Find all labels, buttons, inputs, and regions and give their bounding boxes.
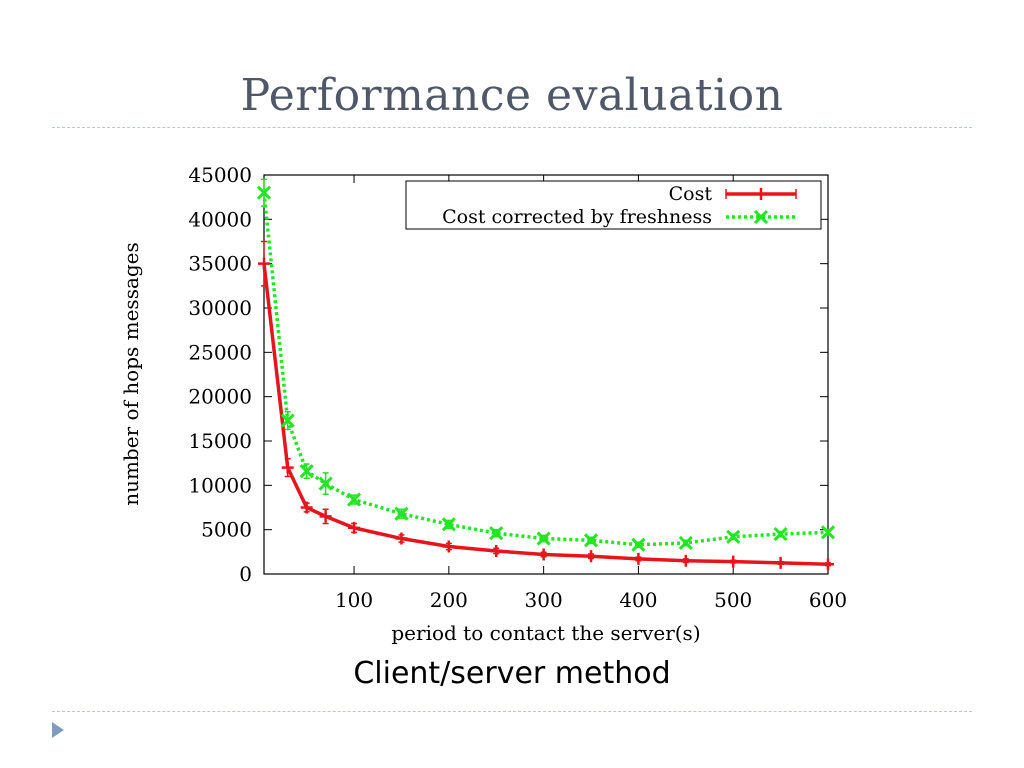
- title-divider: [52, 127, 972, 128]
- data-point: [394, 506, 409, 521]
- data-point: [299, 464, 314, 479]
- x-tick-label: 500: [714, 588, 752, 612]
- data-point: [774, 556, 787, 569]
- line-chart: 0 5000 10000 15000 20000 25000 30000 35000 40000…: [119, 163, 847, 645]
- y-axis-label: number of hops messages: [119, 242, 143, 506]
- data-point: [346, 492, 362, 507]
- x-tick-label: 600: [809, 588, 847, 612]
- y-tick-label: 15000: [188, 429, 252, 453]
- data-point: [280, 413, 295, 428]
- y-tick-label: 25000: [188, 340, 252, 364]
- x-tick-label: 100: [335, 588, 373, 612]
- y-tick-label: 0: [239, 562, 252, 586]
- data-point: [490, 544, 503, 557]
- data-point: [442, 540, 455, 553]
- footer-divider: [52, 711, 972, 712]
- slide-title: Performance evaluation: [240, 70, 784, 121]
- data-point: [256, 185, 272, 200]
- x-tick-label: 200: [430, 588, 468, 612]
- data-point: [441, 517, 456, 532]
- x-axis-ticks: 100 200 300 400 500 600: [335, 175, 847, 612]
- legend-marker: [753, 209, 769, 225]
- series-layer: [256, 178, 836, 571]
- data-point: [631, 537, 646, 552]
- y-tick-label: 10000: [188, 473, 252, 497]
- data-point: [281, 461, 294, 474]
- data-point: [585, 550, 598, 563]
- series-cost: [258, 240, 834, 571]
- data-point: [536, 531, 551, 546]
- y-axis-ticks: 0 5000 10000 15000 20000 25000 30000 35000 40000…: [188, 163, 828, 586]
- y-tick-label: 45000: [188, 163, 252, 187]
- chart-caption: Client/server method: [353, 656, 671, 691]
- legend-label: Cost: [669, 183, 713, 205]
- series-line: [262, 263, 829, 566]
- data-point: [583, 533, 599, 548]
- data-point: [727, 555, 740, 568]
- data-point: [632, 552, 645, 565]
- data-point: [258, 257, 270, 270]
- data-point: [348, 521, 361, 534]
- legend-marker: [755, 188, 767, 200]
- x-tick-label: 400: [619, 588, 657, 612]
- data-point: [822, 558, 834, 571]
- data-point: [820, 525, 836, 540]
- data-point: [489, 526, 504, 541]
- data-point: [537, 548, 550, 561]
- y-tick-label: 5000: [201, 518, 252, 542]
- legend-box: [405, 180, 822, 230]
- series-cost-corrected: [256, 178, 836, 552]
- x-tick-label: 300: [525, 588, 563, 612]
- x-axis-label: period to contact the server(s): [391, 621, 700, 645]
- data-point: [395, 532, 408, 545]
- y-tick-label: 35000: [188, 252, 252, 276]
- plot-area-border: [263, 174, 829, 575]
- y-tick-label: 30000: [188, 296, 252, 320]
- plot-frame: [263, 174, 829, 575]
- legend-errbar-cap: [725, 189, 797, 199]
- data-point: [678, 535, 693, 551]
- data-point: [319, 510, 332, 523]
- data-point: [679, 554, 692, 567]
- data-point: [318, 476, 333, 491]
- data-point: [726, 529, 741, 544]
- data-point: [300, 501, 313, 514]
- data-point: [773, 527, 788, 542]
- series-line: [262, 192, 829, 547]
- legend-label: Cost corrected by freshness: [442, 206, 712, 228]
- y-tick-label: 20000: [188, 385, 252, 409]
- y-tick-label: 40000: [188, 207, 252, 231]
- triangle-bullet-icon: [52, 722, 64, 738]
